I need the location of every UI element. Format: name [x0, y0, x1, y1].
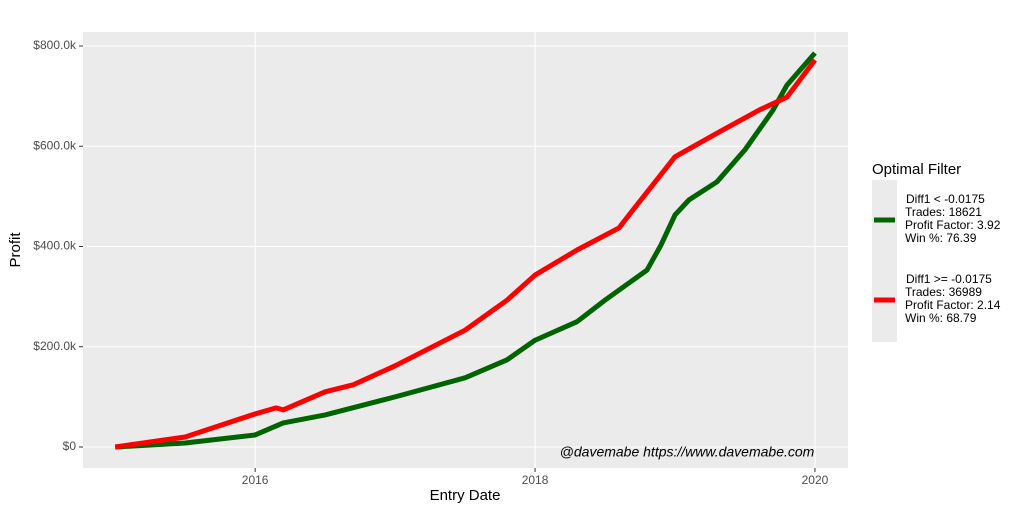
y-axis-label: Profit [7, 232, 24, 268]
legend-label: Trades: 36989 [905, 285, 982, 299]
series-line [115, 51, 817, 450]
y-tick-label: $200.0k [33, 339, 77, 353]
legend-title: Optimal Filter [872, 161, 961, 178]
x-tick-label: 2018 [522, 473, 549, 487]
legend-label: Profit Factor: 3.92 [905, 218, 1001, 232]
y-tick-label: $400.0k [33, 239, 77, 253]
legend-label: Win %: 76.39 [905, 231, 977, 245]
legend-label: Diff1 >= -0.0175 [906, 272, 992, 286]
legend-label: Diff1 < -0.0175 [906, 192, 985, 206]
y-tick-label: $600.0k [33, 138, 77, 152]
legend-label: Win %: 68.79 [905, 311, 977, 325]
legend-label: Trades: 18621 [905, 205, 982, 219]
plot-panel [83, 32, 848, 468]
annotation: @davemabe https://www.davemabe.com [560, 444, 815, 460]
y-tick-label: $0 [63, 439, 77, 453]
y-tick-label: $800.0k [33, 38, 77, 52]
x-tick-label: 2020 [802, 473, 829, 487]
legend-label: Profit Factor: 2.14 [905, 298, 1001, 312]
x-axis-label: Entry Date [430, 487, 501, 504]
series-line [114, 58, 817, 450]
legend-background [872, 180, 897, 342]
x-tick-label: 2016 [242, 473, 269, 487]
